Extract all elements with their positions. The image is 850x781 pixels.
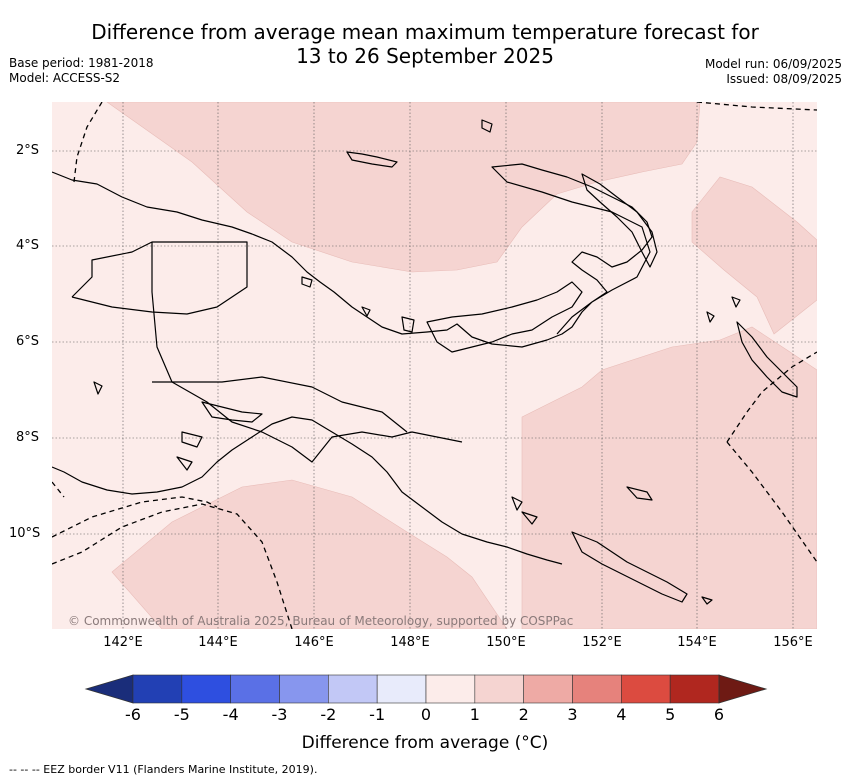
map-title-line2: 13 to 26 September 2025 [296,44,554,68]
metadata-left: Base period: 1981-2018 Model: ACCESS-S2 [9,56,154,86]
colorbar-tick-label: 5 [665,705,676,724]
colorbar-cell [572,674,622,704]
colorbar-cell [328,674,378,704]
lon-label-146e: 146°E [294,635,334,650]
lat-label-10s: 10°S [9,526,41,541]
colorbar-tick-label: -6 [125,705,141,724]
map-title-line1: Difference from average mean maximum tem… [91,20,759,44]
colorbar-tick-label: 6 [713,705,725,724]
lon-label-154e: 154°E [677,635,717,650]
lat-label-6s: 6°S [16,334,40,349]
anomaly-region-southwest [111,479,508,629]
colorbar-cell [230,674,280,704]
colorbar-tick-label: 0 [420,705,432,724]
colorbar-cell [181,674,231,704]
colorbar-tick-label: 3 [567,705,578,724]
lon-label-150e: 150°E [486,635,526,650]
lon-label-144e: 144°E [198,635,238,650]
new-britain [426,281,583,353]
colorbar-cell [279,674,329,704]
colorbar-tick-label: -1 [369,705,386,724]
southeast-islands [571,531,688,603]
forecast-map [52,102,817,629]
colorbar-cell [425,674,476,704]
colorbar-cell [621,674,671,704]
inland-boundary-2 [71,241,248,315]
coastlines [52,119,798,605]
graticule [52,102,817,629]
base-period: Base period: 1981-2018 [9,56,154,70]
lon-label-148e: 148°E [390,635,430,650]
colorbar-tick-label: 2 [518,705,529,724]
model-name: Model: ACCESS-S2 [9,71,121,85]
islands-north [93,119,741,605]
anomaly-region-north [106,102,701,273]
colorbar [84,674,768,704]
anomaly-region-east [691,176,817,335]
colorbar-cell [132,674,183,704]
inland-boundary-1 [151,242,463,463]
lon-label-152e: 152°E [582,635,622,650]
colorbar-title: Difference from average (°C) [301,733,549,753]
colorbar-tick-label: -3 [271,705,288,724]
lon-label-142e: 142°E [103,635,143,650]
bougainville [736,321,798,398]
map-canvas [52,102,817,629]
inland-boundary-3 [152,376,408,433]
model-run: Model run: 06/09/2025 [704,57,842,71]
copyright-notice: © Commonwealth of Australia 2025, Bureau… [68,614,574,628]
lat-label-2s: 2°S [16,143,40,158]
colorbar-tick-label: 1 [469,705,480,724]
colorbar-tick-label: -2 [320,705,337,724]
colorbar-under-arrow [84,674,134,704]
colorbar-cell [669,674,720,704]
colorbar-tick-label: -4 [222,705,239,724]
new-guinea-coast [52,163,653,348]
eez-borders [52,102,817,629]
colorbar-cell [523,674,573,704]
lat-label-8s: 8°S [16,430,40,445]
anomaly-region-southeast [521,326,817,629]
issued-date: Issued: 08/09/2025 [726,72,842,86]
south-coast [52,416,563,565]
eez-footnote: -- -- -- EEZ border V11 (Flanders Marine… [9,763,318,776]
colorbar-tick-label: 4 [616,705,627,724]
colorbar-over-arrow [718,674,768,704]
colorbar-cell [376,674,427,704]
lat-label-4s: 4°S [16,238,40,253]
colorbar-tick-label: -5 [173,705,190,724]
lon-label-156e: 156°E [773,635,813,650]
torres-islands [176,401,263,471]
new-ireland [581,173,658,268]
metadata-right: Model run: 06/09/2025 Issued: 08/09/2025 [705,57,842,87]
colorbar-cell [474,674,524,704]
